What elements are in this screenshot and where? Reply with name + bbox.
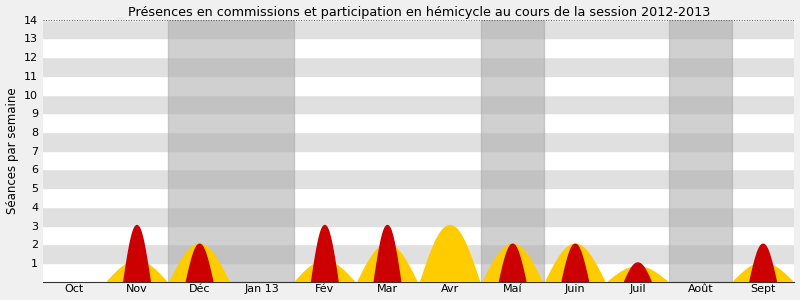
Bar: [43, 244, 794, 263]
Polygon shape: [128, 279, 146, 282]
Polygon shape: [190, 280, 209, 282]
Bar: [43, 94, 794, 113]
Bar: [43, 76, 794, 94]
Bar: [43, 169, 794, 188]
Title: Présences en commissions et participation en hémicycle au cours de la session 20: Présences en commissions et participatio…: [127, 6, 710, 19]
Bar: [43, 207, 794, 226]
Bar: [43, 38, 794, 57]
Bar: [43, 20, 794, 38]
Polygon shape: [421, 226, 479, 282]
Bar: [43, 263, 794, 282]
Polygon shape: [562, 244, 589, 282]
Polygon shape: [734, 263, 793, 282]
Polygon shape: [312, 226, 338, 282]
Polygon shape: [295, 261, 354, 282]
Bar: [43, 1, 794, 20]
Polygon shape: [124, 226, 150, 282]
Bar: [670, 20, 732, 282]
Polygon shape: [750, 244, 776, 282]
Polygon shape: [504, 278, 522, 282]
Polygon shape: [107, 261, 166, 282]
Bar: [43, 113, 794, 132]
Polygon shape: [499, 244, 526, 282]
Polygon shape: [625, 263, 651, 282]
Polygon shape: [316, 280, 334, 282]
Polygon shape: [186, 244, 213, 282]
Bar: [43, 151, 794, 169]
Bar: [43, 132, 794, 151]
Polygon shape: [546, 244, 605, 282]
Bar: [482, 20, 544, 282]
Bar: [43, 188, 794, 207]
Polygon shape: [374, 226, 401, 282]
Y-axis label: Séances par semaine: Séances par semaine: [6, 87, 18, 214]
Bar: [43, 57, 794, 76]
Polygon shape: [609, 267, 667, 282]
Polygon shape: [566, 277, 584, 282]
Bar: [43, 226, 794, 244]
Polygon shape: [483, 244, 542, 282]
Bar: [168, 20, 294, 282]
Polygon shape: [358, 244, 417, 282]
Polygon shape: [170, 244, 229, 282]
